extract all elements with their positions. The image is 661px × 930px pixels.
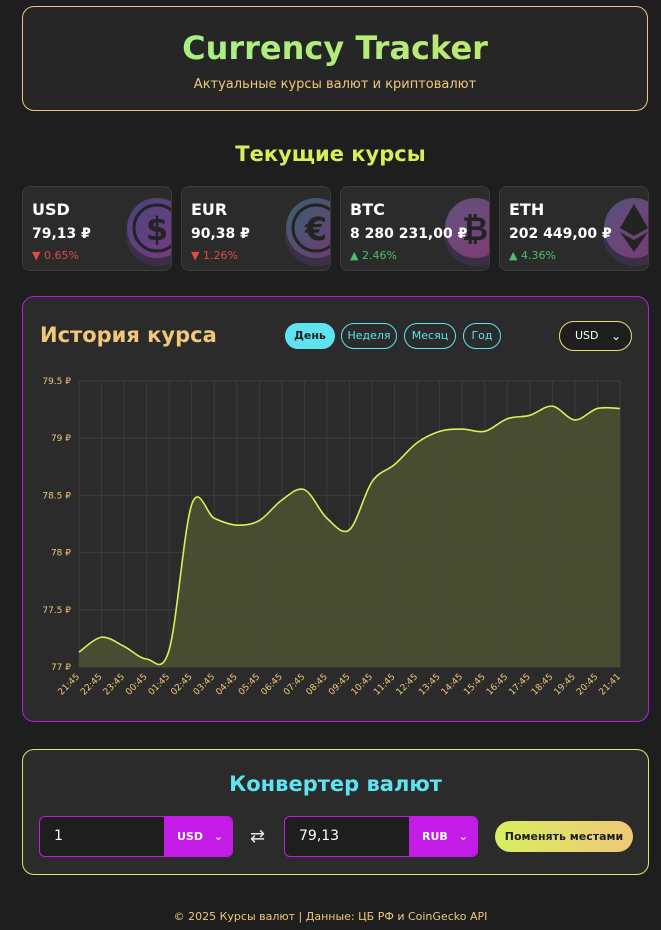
from-currency-select[interactable]: USD ⌄ — [164, 817, 232, 856]
change-value: 1.26% — [202, 249, 238, 262]
change-value: 2.46% — [361, 249, 397, 262]
y-tick-label: 78.5 ₽ — [42, 491, 71, 501]
card-price: 8 280 231,00 ₽ — [350, 226, 468, 242]
to-currency-select[interactable]: RUB ⌄ — [409, 817, 477, 856]
x-tick-label: 04:45 — [214, 672, 239, 697]
card-change: ▲ 4.36% — [509, 249, 556, 262]
from-amount-field[interactable]: 1 USD ⌄ — [39, 816, 233, 857]
series-line — [78, 405, 621, 666]
card-price: 202 449,00 ₽ — [509, 226, 612, 242]
ethereum-coin-icon — [603, 198, 648, 266]
x-tick-label: 10:45 — [350, 672, 375, 697]
x-tick-label: 17:45 — [507, 672, 532, 697]
app-subtitle: Актуальные курсы валют и криптовалют — [193, 77, 477, 92]
x-tick-label: 11:45 — [372, 672, 397, 697]
from-currency-value: USD — [177, 830, 203, 843]
period-month-button[interactable]: Месяц — [404, 323, 456, 349]
x-tick-label: 20:45 — [575, 672, 600, 697]
svg-text:$: $ — [146, 210, 168, 248]
svg-text:€: € — [304, 210, 327, 248]
chevron-down-icon: ⌄ — [213, 830, 223, 843]
history-chart[interactable]: 79.5 ₽ 79 ₽ 78.5 ₽ 78 ₽ 77.5 ₽ 77 ₽21:4522:45… — [23, 367, 648, 717]
y-tick-label: 77 ₽ — [51, 663, 71, 673]
y-tick-label: 79.5 ₽ — [42, 377, 71, 387]
euro-coin-icon: € — [285, 198, 330, 266]
history-panel: История курса День Неделя Месяц Год USD … — [22, 296, 649, 722]
arrow-up-icon: ▲ — [350, 249, 359, 262]
converter-title: Конвертер валют — [229, 772, 442, 796]
card-code: EUR — [191, 200, 228, 219]
x-tick-label: 13:45 — [417, 672, 442, 697]
arrow-down-icon: ▼ — [191, 249, 200, 262]
x-tick-label: 01:45 — [147, 672, 172, 697]
chevron-down-icon: ⌄ — [610, 329, 621, 343]
change-value: 4.36% — [520, 249, 556, 262]
x-tick-label: 07:45 — [282, 672, 307, 697]
period-week-button[interactable]: Неделя — [341, 323, 397, 349]
x-tick-label: 14:45 — [440, 672, 465, 697]
x-tick-label: 21:45 — [57, 672, 82, 697]
card-code: USD — [32, 200, 70, 219]
dollar-coin-icon: $ — [126, 198, 171, 266]
to-amount-input[interactable]: 79,13 — [299, 828, 340, 844]
x-tick-label: 02:45 — [169, 672, 194, 697]
arrow-down-icon: ▼ — [32, 249, 41, 262]
x-tick-label: 22:45 — [79, 672, 104, 697]
rate-card-eth[interactable]: ETH 202 449,00 ₽ ▲ 4.36% — [499, 186, 649, 271]
footer-text: © 2025 Курсы валют | Данные: ЦБ РФ и Coi… — [173, 910, 488, 923]
swap-arrows-icon: ⇄ — [250, 826, 266, 847]
x-tick-label: 15:45 — [462, 672, 487, 697]
y-tick-label: 77.5 ₽ — [42, 606, 71, 616]
rates-title: Текущие курсы — [235, 142, 426, 166]
card-code: BTC — [350, 200, 385, 219]
card-price: 90,38 ₽ — [191, 226, 250, 242]
x-tick-label: 08:45 — [305, 672, 330, 697]
x-tick-label: 12:45 — [395, 672, 420, 697]
change-value: 0.65% — [43, 249, 79, 262]
x-tick-label: 09:45 — [327, 672, 352, 697]
converter-panel: Конвертер валют 1 USD ⌄ ⇄ 79,13 RUB ⌄ По… — [22, 749, 649, 875]
y-tick-label: 78 ₽ — [51, 549, 71, 559]
rate-card-usd[interactable]: $ USD 79,13 ₽ ▼ 0.65% — [22, 186, 172, 271]
x-tick-label: 19:45 — [553, 672, 578, 697]
period-day-button[interactable]: День — [285, 323, 335, 349]
rate-card-btc[interactable]: ₿ BTC 8 280 231,00 ₽ ▲ 2.46% — [340, 186, 490, 271]
x-tick-label: 00:45 — [124, 672, 149, 697]
bitcoin-coin-icon: ₿ — [444, 198, 489, 266]
history-title: История курса — [40, 323, 217, 347]
card-code: ETH — [509, 200, 545, 219]
card-price: 79,13 ₽ — [32, 226, 91, 242]
to-currency-value: RUB — [422, 830, 448, 843]
card-change: ▼ 0.65% — [32, 249, 79, 262]
svg-text:₿: ₿ — [462, 210, 488, 248]
y-tick-label: 79 ₽ — [51, 434, 71, 444]
x-tick-label: 06:45 — [259, 672, 284, 697]
header-panel: Currency Tracker Актуальные курсы валют … — [22, 6, 648, 111]
app-title: Currency Tracker — [23, 29, 647, 67]
x-tick-label: 23:45 — [102, 672, 127, 697]
currency-select-value: USD — [575, 329, 599, 342]
to-amount-field[interactable]: 79,13 RUB ⌄ — [284, 816, 478, 857]
from-amount-input[interactable]: 1 — [54, 828, 63, 844]
x-tick-label: 21:41 — [598, 672, 623, 697]
card-change: ▼ 1.26% — [191, 249, 238, 262]
series-area — [79, 406, 620, 667]
swap-button[interactable]: Поменять местами — [495, 821, 633, 852]
period-year-button[interactable]: Год — [463, 323, 501, 349]
x-tick-label: 03:45 — [192, 672, 217, 697]
x-tick-label: 18:45 — [530, 672, 555, 697]
x-tick-label: 05:45 — [237, 672, 262, 697]
chevron-down-icon: ⌄ — [458, 830, 468, 843]
arrow-up-icon: ▲ — [509, 249, 518, 262]
currency-select[interactable]: USD ⌄ — [559, 321, 632, 351]
card-change: ▲ 2.46% — [350, 249, 397, 262]
rate-card-eur[interactable]: € EUR 90,38 ₽ ▼ 1.26% — [181, 186, 331, 271]
x-tick-label: 16:45 — [485, 672, 510, 697]
